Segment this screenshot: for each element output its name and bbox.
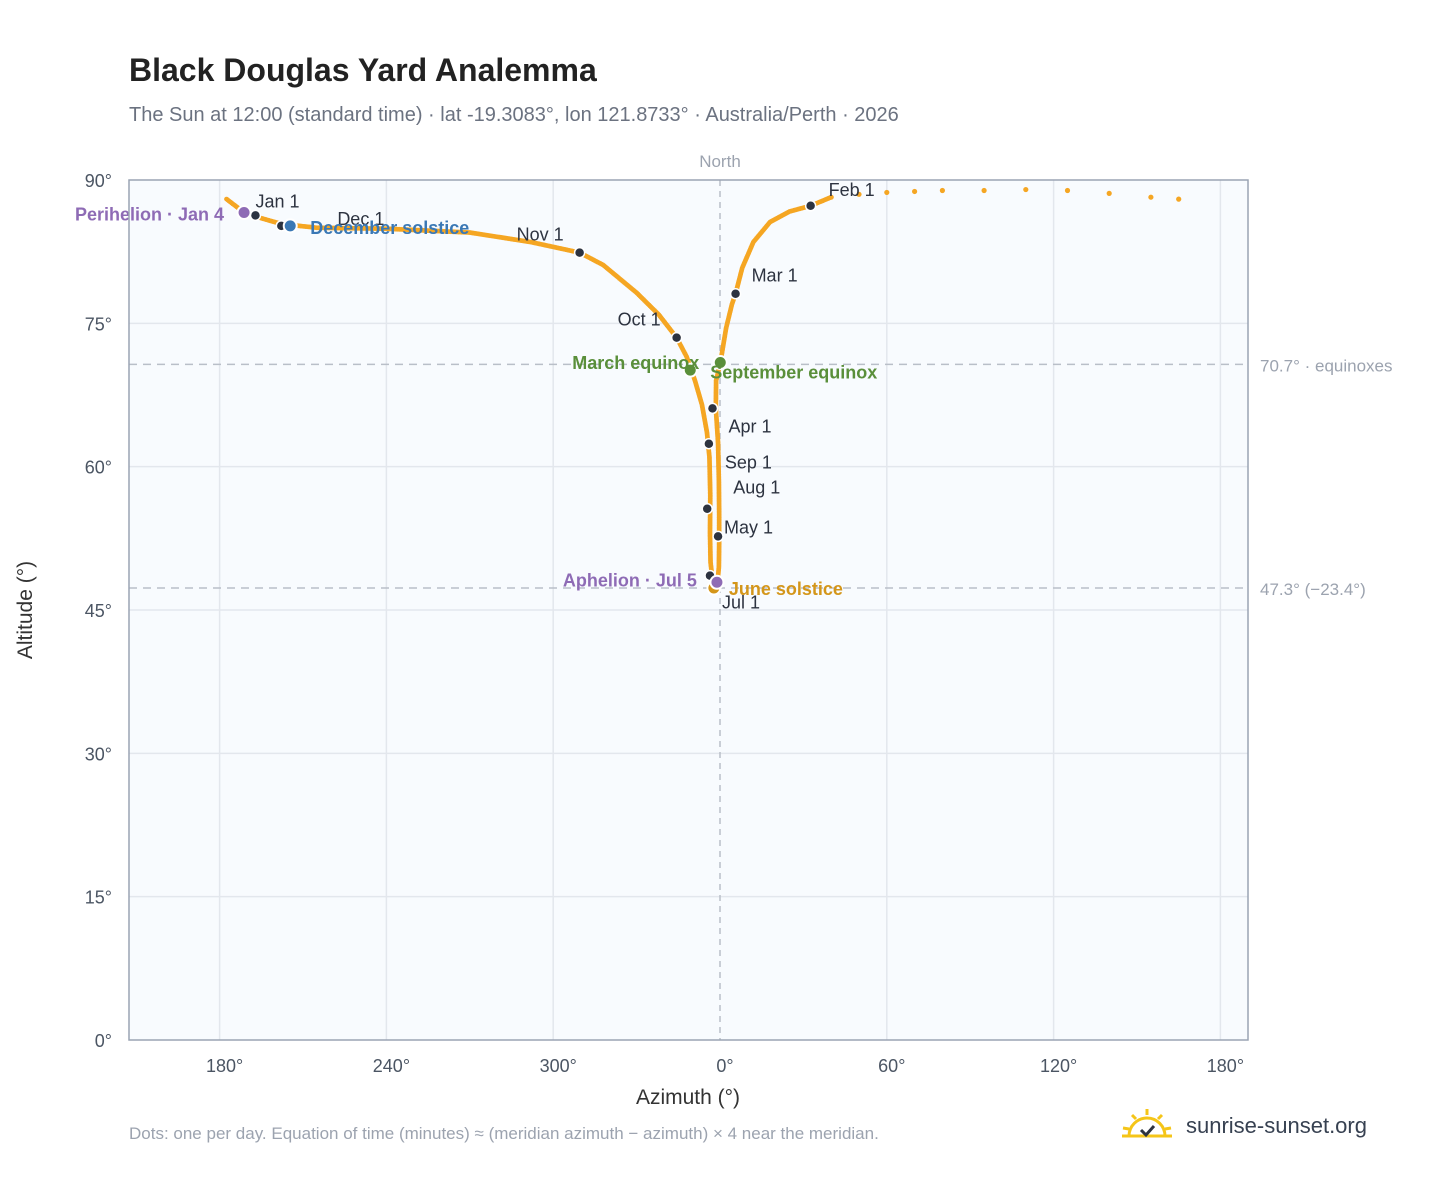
y-tick-label: 0° (95, 1031, 112, 1051)
x-tick-label: 300° (540, 1056, 577, 1076)
event-marker (282, 218, 298, 234)
x-tick-label: 120° (1040, 1056, 1077, 1076)
event-label: September equinox (710, 363, 877, 383)
footnote: Dots: one per day. Equation of time (min… (129, 1124, 879, 1143)
month-label: May 1 (724, 517, 773, 537)
month-marker (706, 402, 719, 415)
grid-lines (129, 180, 1248, 1040)
daily-dot (1106, 190, 1112, 196)
month-marker (804, 200, 817, 212)
north-label: North (699, 152, 741, 171)
event-label: Perihelion · Jan 4 (75, 204, 224, 224)
daily-dot (939, 187, 946, 194)
x-tick-label: 180° (206, 1056, 243, 1076)
daily-dot (981, 187, 987, 194)
month-label: Aug 1 (733, 478, 780, 498)
chart-title: Black Douglas Yard Analemma (129, 52, 597, 88)
plot-frame (128, 179, 1249, 1041)
month-label: Jul 1 (722, 593, 760, 613)
event-marker (709, 574, 725, 590)
chart-subtitle: The Sun at 12:00 (standard time) · lat -… (129, 104, 899, 126)
x-tick-label: 60° (878, 1056, 905, 1076)
event-label: Aphelion · Jul 5 (563, 570, 697, 590)
daily-dot (1023, 186, 1029, 193)
month-marker (670, 331, 683, 344)
month-marker (573, 246, 586, 259)
x-tick-label: 0° (716, 1056, 733, 1076)
daily-dot (1176, 196, 1182, 202)
month-label: Nov 1 (517, 225, 564, 245)
y-tick-label: 15° (85, 888, 112, 908)
reference-line-label: 47.3° (−23.4°) (1260, 580, 1366, 599)
daily-dot (1148, 194, 1154, 200)
y-tick-label: 45° (85, 601, 112, 621)
month-label: Sep 1 (725, 453, 772, 473)
event-marker (682, 362, 698, 378)
date-markers: Jan 1 Feb 1 Mar 1 Apr 1 May 1 Jul 1 Aug 1 Sep 1… (75, 180, 877, 613)
event-marker (712, 355, 728, 371)
y-tick-labels: 0° 15° 30° 45° 60° 75° 90° (85, 171, 112, 1051)
brand-name: sunrise-sunset.org (1186, 1113, 1367, 1138)
y-axis-label: Altitude (°) (14, 561, 37, 659)
sun-logo-icon (1122, 1109, 1172, 1138)
month-marker (703, 437, 715, 450)
month-marker (712, 530, 724, 543)
x-tick-label: 240° (373, 1056, 410, 1076)
month-marker (701, 502, 713, 515)
brand-logo[interactable]: sunrise-sunset.org (1120, 1104, 1367, 1148)
event-label: June solstice (729, 579, 843, 599)
daily-dot (912, 188, 918, 195)
month-label: Dec 1 (337, 209, 384, 229)
month-label: Mar 1 (752, 266, 798, 286)
y-tick-label: 30° (85, 744, 112, 764)
y-tick-label: 90° (85, 171, 112, 191)
month-label: Apr 1 (728, 416, 771, 436)
daily-dot (1064, 187, 1071, 194)
month-label: Feb 1 (829, 180, 875, 200)
x-axis-label: Azimuth (°) (636, 1086, 740, 1109)
event-label: December solstice (310, 218, 469, 238)
event-label: March equinox (572, 353, 699, 373)
month-label: Oct 1 (618, 310, 661, 330)
daily-dot (828, 194, 834, 200)
x-tick-label: 180° (1207, 1056, 1244, 1076)
analemma-path (224, 186, 1182, 590)
x-tick-labels: 180° 240° 300° 0° 60° 120° 180° (206, 1056, 1244, 1076)
event-marker (236, 204, 252, 220)
y-tick-label: 60° (85, 458, 112, 478)
daily-dot (884, 189, 890, 196)
month-marker (729, 287, 742, 300)
daily-dot (856, 191, 862, 197)
month-label: Jan 1 (255, 191, 299, 211)
reference-line-label: 70.7° · equinoxes (1260, 356, 1393, 375)
month-marker (249, 209, 262, 222)
y-tick-label: 75° (85, 314, 112, 334)
reference-lines: 70.7° · equinoxes 47.3° (−23.4°) (129, 356, 1393, 599)
